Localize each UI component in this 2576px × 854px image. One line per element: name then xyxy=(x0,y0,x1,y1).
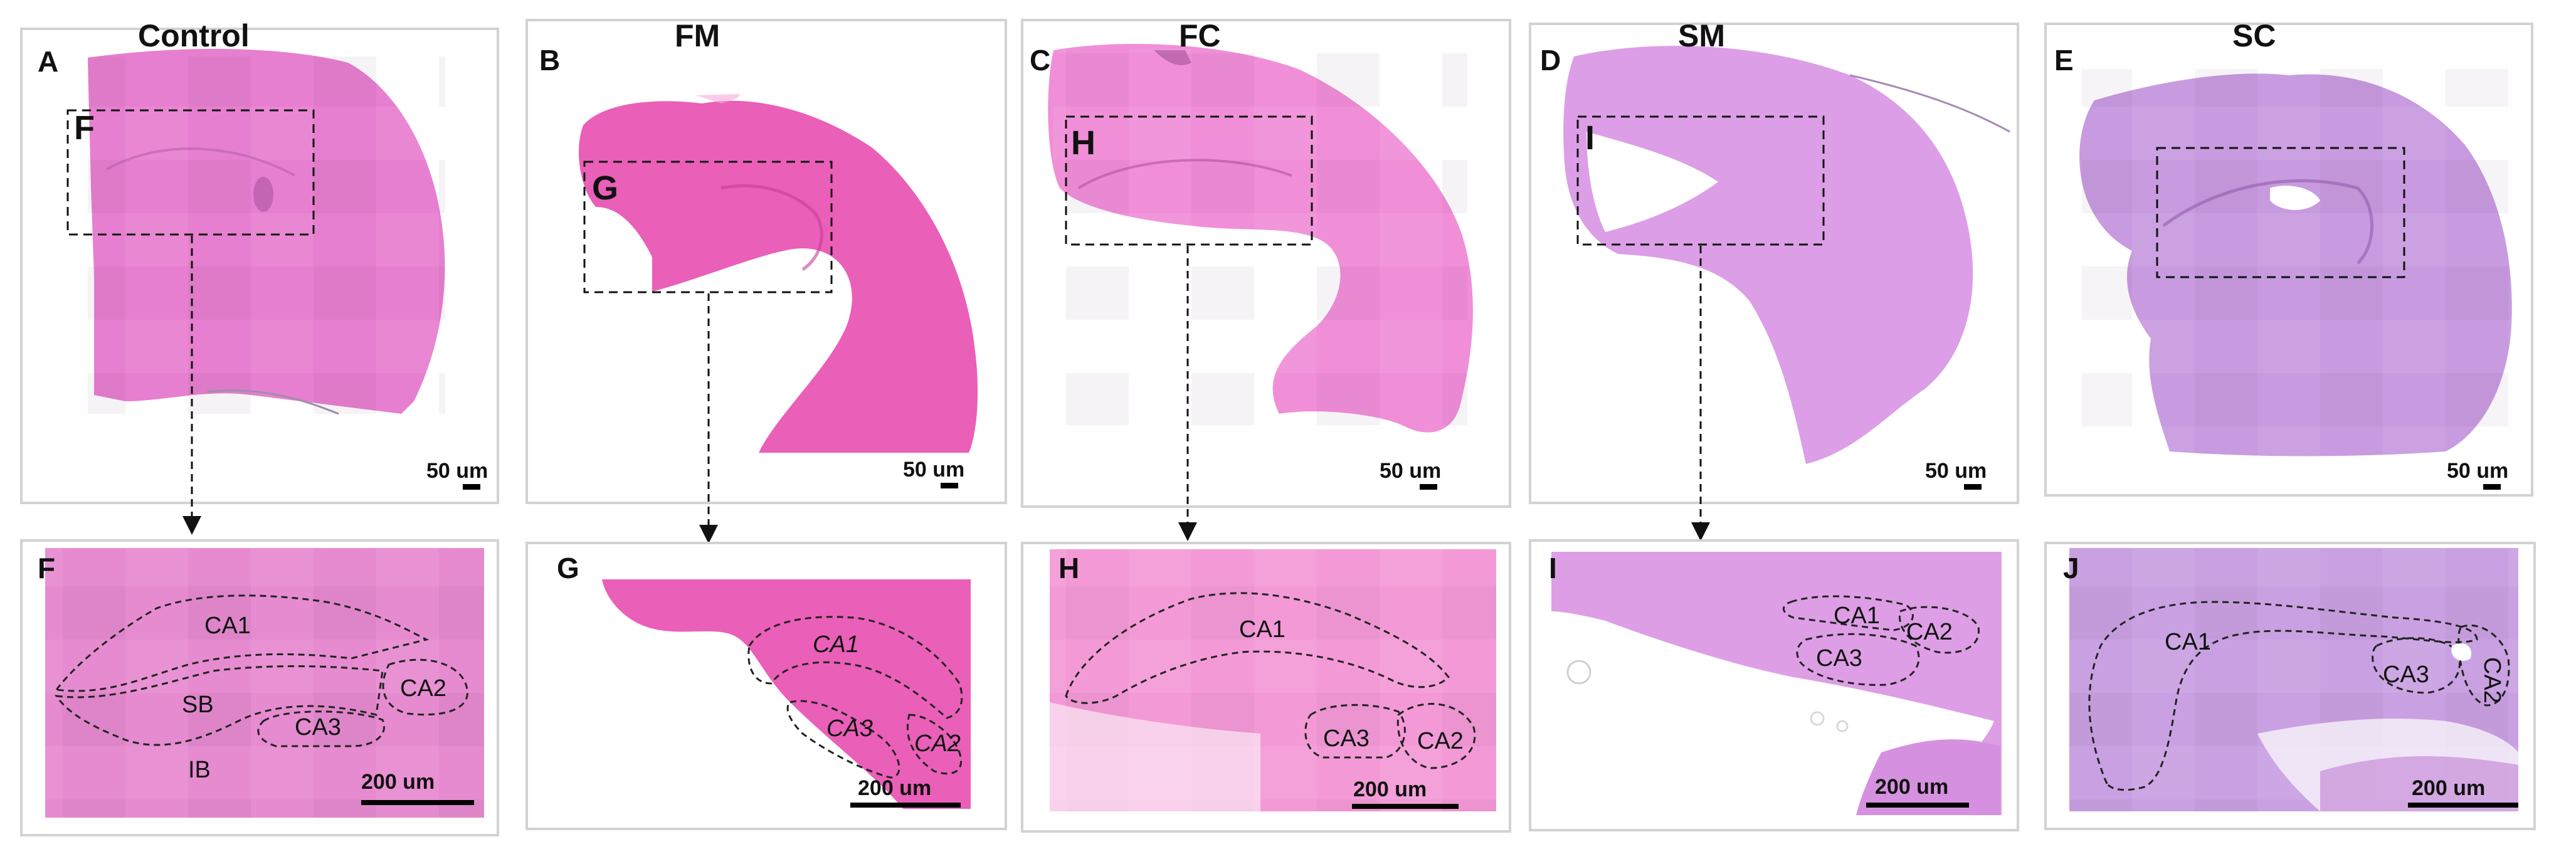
scale-bar-bottom-fm xyxy=(850,803,961,808)
panel-fc-overview: H C FC 50 um xyxy=(1021,18,1511,508)
panel-label-b: B xyxy=(539,44,560,76)
panel-sm-zoom: CA1 CA2 CA3 I 200 um xyxy=(1529,539,2019,831)
region-outline-ca1-g xyxy=(747,616,963,719)
panel-label-g: G xyxy=(557,552,579,584)
panel-control-zoom: CA1 CA2 CA3 SB IB F 200 um xyxy=(20,539,499,836)
roi-box-f xyxy=(66,109,315,236)
region-outline-ca1-f xyxy=(55,594,430,692)
region-label-ca1-h: CA1 xyxy=(1239,616,1285,643)
region-label-ca2-g: CA2 xyxy=(914,730,961,757)
roi-box-g xyxy=(583,161,833,293)
region-label-ca1-i: CA1 xyxy=(1834,603,1880,629)
region-label-ca3-h: CA3 xyxy=(1323,725,1370,752)
column-header-fc: FC xyxy=(1179,18,1221,53)
scale-label-bottom-fc: 200 um xyxy=(1353,778,1427,801)
scale-label-top-sc: 50 um xyxy=(2447,459,2508,483)
scale-bar-top-sc xyxy=(2483,484,2501,490)
region-label-ca2-h: CA2 xyxy=(1417,728,1464,754)
region-outline-ca1-j xyxy=(2088,601,2478,791)
panel-fm-overview: G B FM 50 um xyxy=(525,18,1007,504)
scale-label-top-fc: 50 um xyxy=(1380,459,1441,483)
region-outline-ca2-h xyxy=(1396,703,1476,769)
roi-label-h: H xyxy=(1071,124,1095,162)
panel-label-d: D xyxy=(1540,44,1561,76)
region-label-ca3-j: CA3 xyxy=(2383,662,2429,688)
region-label-ca3-f: CA3 xyxy=(295,714,341,741)
region-outline-sb-f xyxy=(54,665,384,746)
scale-label-top-sm: 50 um xyxy=(1925,459,1987,483)
scale-bar-bottom-sc xyxy=(2408,803,2518,808)
region-label-ca3-i: CA3 xyxy=(1816,645,1862,672)
region-outline-ca2-f xyxy=(382,658,468,716)
roi-label-g: G xyxy=(592,169,618,207)
region-label-ca3-g: CA3 xyxy=(826,715,873,742)
region-label-ib-f: IB xyxy=(188,757,211,783)
roi-box-h xyxy=(1065,115,1313,246)
scale-bar-top-sm xyxy=(1964,484,1982,490)
region-outline-ca3-j xyxy=(2372,637,2461,694)
region-outline-ca3-i xyxy=(1796,633,1920,686)
region-outline-ca1-h xyxy=(1065,592,1450,704)
panel-sc-zoom: CA1 CA3 CA2 J 200 um xyxy=(2044,542,2536,830)
scale-bar-top-fm xyxy=(941,483,958,488)
region-outline-ca3-g xyxy=(786,700,900,779)
region-outline-ca3-f xyxy=(257,710,385,747)
panel-label-f: F xyxy=(38,552,55,584)
scale-label-top-fm: 50 um xyxy=(903,458,964,482)
scale-bar-top-fc xyxy=(1420,484,1437,490)
panel-label-e: E xyxy=(2054,44,2074,76)
region-outline-ca2-i xyxy=(1898,606,1980,654)
scale-bar-bottom-control xyxy=(361,800,474,805)
panel-control-overview: F A Control 50 um xyxy=(20,18,499,504)
scale-label-top-control: 50 um xyxy=(426,459,488,483)
zoom-tissue-sm xyxy=(1551,552,2002,815)
panel-label-i: I xyxy=(1549,552,1557,584)
region-label-sb-f: SB xyxy=(182,692,214,718)
column-header-fm: FM xyxy=(675,18,720,53)
panel-sm-overview: I D SM 50 um xyxy=(1529,18,2019,504)
scale-label-bottom-sm: 200 um xyxy=(1875,775,1948,799)
column-header-sc: SC xyxy=(2232,18,2276,53)
panel-label-h: H xyxy=(1058,552,1079,584)
scale-label-bottom-control: 200 um xyxy=(361,770,435,794)
region-outline-ca2-g xyxy=(906,714,963,775)
scale-bar-top-control xyxy=(463,484,480,490)
roi-label-f: F xyxy=(74,109,95,147)
roi-box-i xyxy=(1576,115,1825,246)
scale-label-bottom-sc: 200 um xyxy=(2412,776,2485,800)
panel-label-c: C xyxy=(1030,44,1050,76)
roi-box-j xyxy=(2156,147,2405,278)
scale-bar-bottom-sm xyxy=(1866,803,1969,808)
panel-sc-overview: E SC 50 um xyxy=(2044,18,2533,497)
panel-label-j: J xyxy=(2063,552,2079,584)
tissue-section-sm xyxy=(1563,46,1973,464)
scale-bar-bottom-fc xyxy=(1352,804,1459,809)
scale-label-bottom-fm: 200 um xyxy=(858,776,931,800)
roi-label-i: I xyxy=(1585,119,1595,157)
column-header-control: Control xyxy=(138,18,250,53)
region-label-ca2-i: CA2 xyxy=(1906,619,1953,645)
panel-fm-zoom: CA1 CA3 CA2 G 200 um xyxy=(525,542,1007,830)
region-outline-ca1-i xyxy=(1783,595,1914,631)
region-label-ca1-f: CA1 xyxy=(204,613,251,639)
panel-fc-zoom: CA1 CA3 CA2 H 200 um xyxy=(1021,542,1511,833)
region-label-ca2-j: CA2 xyxy=(2479,657,2505,704)
zoom-tissue-fm xyxy=(602,579,971,809)
panel-label-a: A xyxy=(38,45,58,78)
region-label-ca1-g: CA1 xyxy=(813,631,859,658)
region-outline-ca3-h xyxy=(1304,704,1406,759)
region-label-ca1-j: CA1 xyxy=(2165,629,2211,655)
region-outline-ca2-j xyxy=(2457,624,2510,707)
column-header-sm: SM xyxy=(1678,18,1725,53)
tissue-section-fm xyxy=(578,100,978,453)
region-label-ca2-f: CA2 xyxy=(400,675,446,702)
